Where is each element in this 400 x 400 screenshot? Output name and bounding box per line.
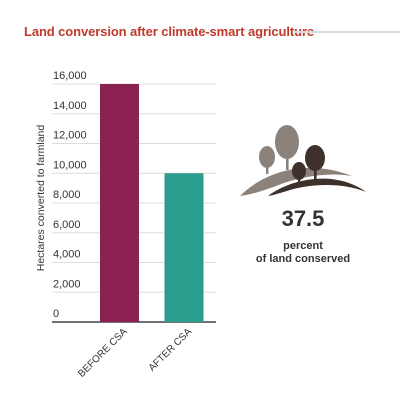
bar-after-csa	[164, 173, 204, 322]
y-tick-label: 4,000	[53, 249, 81, 261]
y-tick-label: 2,000	[53, 278, 81, 290]
y-tick-label: 0	[53, 308, 59, 320]
front-hill-shape	[268, 178, 366, 196]
bars	[100, 84, 204, 322]
chart-title: Land conversion after climate-smart agri…	[24, 24, 315, 39]
tree-crown	[305, 145, 325, 171]
y-tick-labels: 0 2,000 4,000 6,000 8,000 10,000 12,000 14,000 1…	[53, 70, 87, 320]
stat-label-line-1: percent	[283, 240, 323, 252]
y-tick-label: 16,000	[53, 70, 87, 82]
y-tick-label: 6,000	[53, 219, 81, 231]
y-tick-label: 14,000	[53, 100, 87, 112]
y-tick-label: 12,000	[53, 130, 87, 142]
conserved-percent-value: 37.5	[281, 206, 325, 231]
conserved-percent-label: percent of land conserved	[240, 240, 366, 266]
title-divider	[294, 31, 400, 33]
y-tick-label: 10,000	[53, 159, 87, 171]
stat-label-line-2: of land conserved	[255, 253, 351, 265]
tree-crown	[259, 146, 275, 168]
y-axis-title: Hectares converted to farmland	[35, 125, 47, 272]
tree-crown	[292, 162, 306, 180]
bar-before-csa	[100, 84, 139, 322]
tree-crown	[275, 125, 299, 159]
y-tick-label: 8,000	[53, 189, 81, 201]
